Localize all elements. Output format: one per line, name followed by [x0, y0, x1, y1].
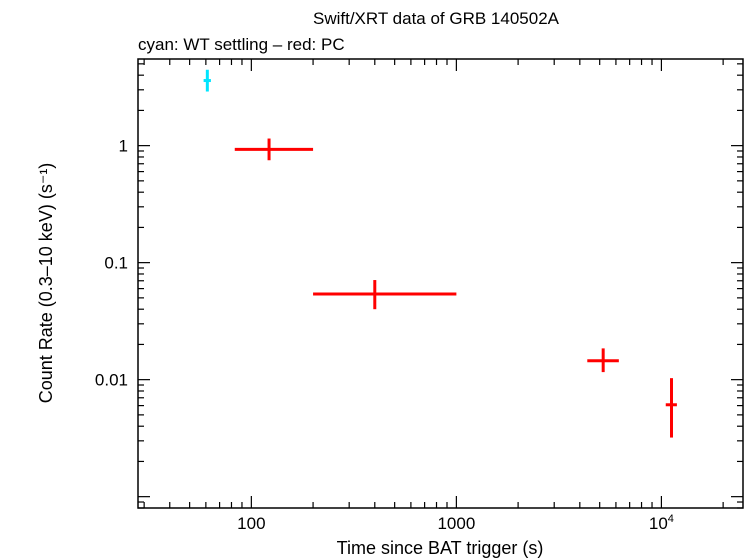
chart-subtitle: cyan: WT settling – red: PC [138, 35, 345, 54]
plot-frame [137, 58, 744, 509]
pc-data-point [665, 378, 677, 438]
wt-settling-data-point [203, 69, 211, 92]
data-points [203, 69, 677, 438]
y-tick-labels: 1 0.1 0.01 [95, 137, 128, 390]
pc-data-point [234, 138, 314, 161]
y-tick-label: 0.01 [95, 371, 128, 390]
axis-ticks [138, 59, 743, 509]
x-tick-labels: 100 1000 104 [237, 513, 674, 533]
x-tick-label: 1000 [437, 514, 475, 533]
pc-data-point [313, 280, 457, 310]
x-axis-label: Time since BAT trigger (s) [337, 538, 544, 558]
y-tick-label: 1 [119, 137, 128, 156]
pc-data-point [587, 348, 619, 373]
y-tick-label: 0.1 [104, 254, 128, 273]
y-axis-label: Count Rate (0.3–10 keV) (s⁻¹) [36, 163, 56, 404]
x-tick-label: 104 [649, 513, 674, 533]
chart-title: Swift/XRT data of GRB 140502A [313, 9, 560, 28]
x-tick-label: 100 [237, 514, 265, 533]
x-tick-label-exponent: 4 [668, 513, 674, 525]
